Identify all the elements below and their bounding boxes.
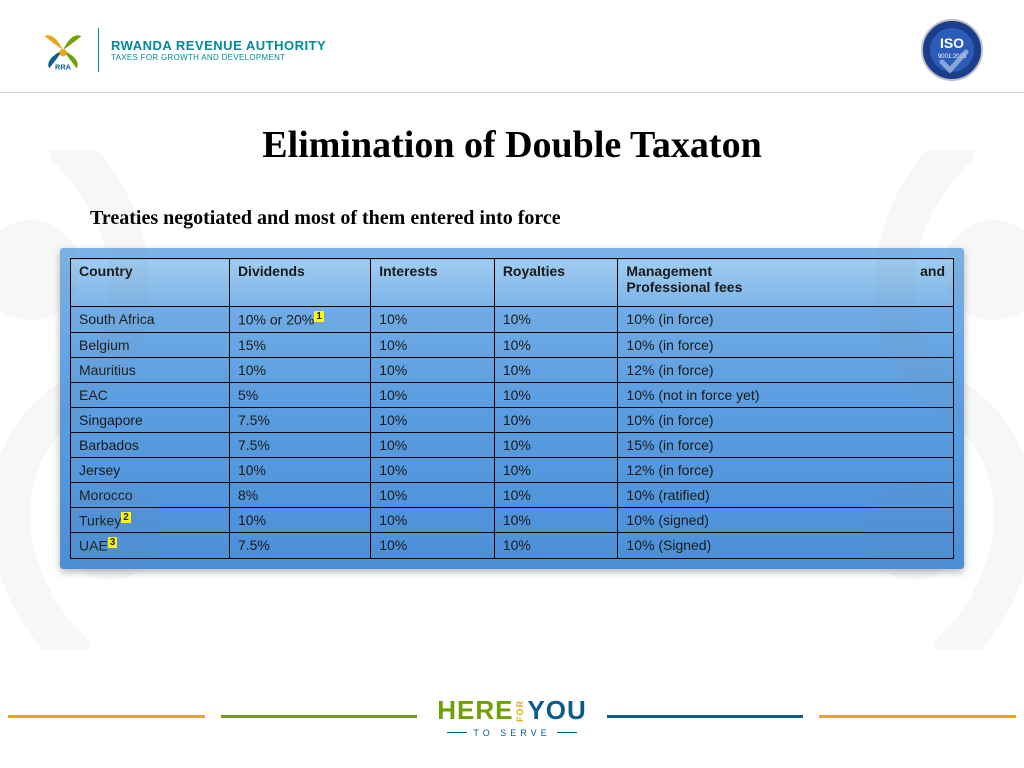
cell-interests: 10% (371, 382, 495, 407)
col-header: Country (71, 259, 230, 307)
cell-country: Turkey2 (71, 507, 230, 533)
table-row: Barbados7.5%10%10%15% (in force) (71, 432, 954, 457)
cell-royalties: 10% (494, 357, 618, 382)
cell-dividends: 15% (229, 332, 370, 357)
treaty-table-container: CountryDividendsInterestsRoyaltiesManage… (60, 248, 964, 569)
footer-you: YOU (527, 695, 586, 726)
cell-mgmt: 12% (in force) (618, 357, 954, 382)
svg-text:RRA: RRA (55, 62, 72, 71)
cell-interests: 10% (371, 357, 495, 382)
footer-for: FOR (515, 700, 525, 722)
cell-royalties: 10% (494, 382, 618, 407)
table-row: EAC5%10%10%10% (not in force yet) (71, 382, 954, 407)
cell-dividends: 5% (229, 382, 370, 407)
cell-dividends: 10% (229, 457, 370, 482)
table-row: Belgium15%10%10%10% (in force) (71, 332, 954, 357)
cell-country: Barbados (71, 432, 230, 457)
main-content: Elimination of Double Taxaton Treaties n… (0, 93, 1024, 569)
cell-interests: 10% (371, 457, 495, 482)
cell-royalties: 10% (494, 507, 618, 533)
cell-mgmt: 10% (in force) (618, 407, 954, 432)
serve-dash-left (447, 732, 467, 733)
rra-logo-icon: RRA (40, 27, 86, 73)
table-row: Turkey210%10%10%10% (signed) (71, 507, 954, 533)
cell-royalties: 10% (494, 307, 618, 333)
col-header: Interests (371, 259, 495, 307)
cell-interests: 10% (371, 332, 495, 357)
table-row: Singapore7.5%10%10%10% (in force) (71, 407, 954, 432)
cell-royalties: 10% (494, 457, 618, 482)
page-title: Elimination of Double Taxaton (50, 123, 974, 167)
cell-royalties: 10% (494, 332, 618, 357)
cell-dividends: 8% (229, 482, 370, 507)
cell-country: UAE3 (71, 533, 230, 559)
cell-mgmt: 10% (in force) (618, 307, 954, 333)
table-row: UAE37.5%10%10%10% (Signed) (71, 533, 954, 559)
cell-dividends: 10% or 20%1 (229, 307, 370, 333)
cell-country: Morocco (71, 482, 230, 507)
footer-logo: HERE FOR YOU TO SERVE (425, 695, 599, 738)
table-body: South Africa10% or 20%110%10%10% (in for… (71, 307, 954, 559)
footer-line-green (221, 715, 418, 718)
cell-mgmt: 15% (in force) (618, 432, 954, 457)
cell-interests: 10% (371, 482, 495, 507)
table-row: Morocco8%10%10%10% (ratified) (71, 482, 954, 507)
footer: HERE FOR YOU TO SERVE (0, 695, 1024, 738)
col-header: ManagementandProfessional fees (618, 259, 954, 307)
footer-line-yellow (8, 715, 205, 718)
treaty-table: CountryDividendsInterestsRoyaltiesManage… (70, 258, 954, 559)
cell-interests: 10% (371, 533, 495, 559)
cell-dividends: 7.5% (229, 533, 370, 559)
serve-dash-right (557, 732, 577, 733)
cell-dividends: 7.5% (229, 432, 370, 457)
cell-royalties: 10% (494, 432, 618, 457)
cell-mgmt: 10% (in force) (618, 332, 954, 357)
table-row: Jersey10%10%10%12% (in force) (71, 457, 954, 482)
footer-line-yellow-2 (819, 715, 1016, 718)
cell-mgmt: 10% (signed) (618, 507, 954, 533)
cell-royalties: 10% (494, 407, 618, 432)
cell-country: Belgium (71, 332, 230, 357)
cell-interests: 10% (371, 307, 495, 333)
table-row: South Africa10% or 20%110%10%10% (in for… (71, 307, 954, 333)
footer-line-blue (607, 715, 804, 718)
table-header-row: CountryDividendsInterestsRoyaltiesManage… (71, 259, 954, 307)
cell-dividends: 7.5% (229, 407, 370, 432)
cell-royalties: 10% (494, 482, 618, 507)
logo-divider (98, 28, 99, 72)
org-name: RWANDA REVENUE AUTHORITY (111, 38, 326, 53)
cell-country: South Africa (71, 307, 230, 333)
iso-badge-icon: ISO 9001:2015 (920, 18, 984, 82)
header-bar: RRA RWANDA REVENUE AUTHORITY TAXES FOR G… (0, 0, 1024, 93)
subtitle: Treaties negotiated and most of them ent… (90, 207, 974, 230)
table-row: Mauritius10%10%10%12% (in force) (71, 357, 954, 382)
cell-mgmt: 10% (Signed) (618, 533, 954, 559)
cell-country: Jersey (71, 457, 230, 482)
cell-dividends: 10% (229, 507, 370, 533)
cell-interests: 10% (371, 507, 495, 533)
cell-dividends: 10% (229, 357, 370, 382)
cell-mgmt: 10% (not in force yet) (618, 382, 954, 407)
cell-royalties: 10% (494, 533, 618, 559)
col-header: Royalties (494, 259, 618, 307)
cell-mgmt: 12% (in force) (618, 457, 954, 482)
cell-country: EAC (71, 382, 230, 407)
org-logo-block: RRA RWANDA REVENUE AUTHORITY TAXES FOR G… (40, 27, 326, 73)
svg-text:ISO: ISO (940, 35, 964, 51)
cell-mgmt: 10% (ratified) (618, 482, 954, 507)
col-header: Dividends (229, 259, 370, 307)
footer-serve: TO SERVE (473, 728, 550, 738)
cell-country: Mauritius (71, 357, 230, 382)
footer-here: HERE (437, 695, 513, 726)
cell-interests: 10% (371, 432, 495, 457)
org-tagline: TAXES FOR GROWTH AND DEVELOPMENT (111, 53, 326, 62)
cell-country: Singapore (71, 407, 230, 432)
cell-interests: 10% (371, 407, 495, 432)
